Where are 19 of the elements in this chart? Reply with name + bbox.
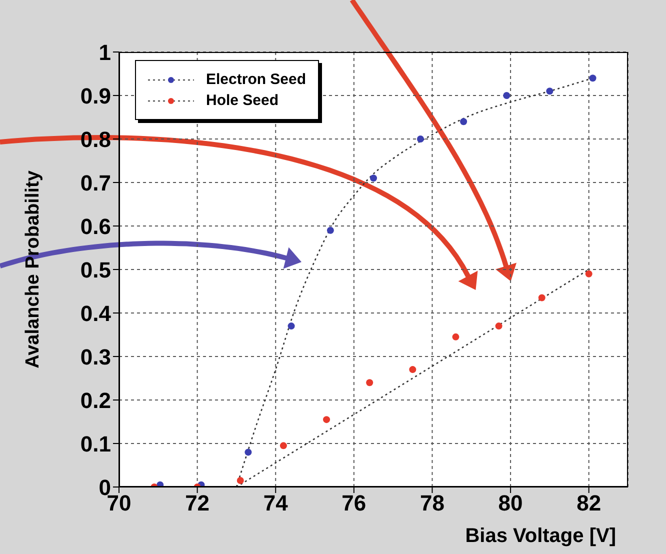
y-tick-label: 0.5 (80, 257, 111, 282)
x-tick-label: 78 (420, 490, 444, 516)
y-tick-label: 1 (98, 40, 111, 65)
legend-label: Hole Seed (206, 92, 279, 109)
y-tick-label: 0.2 (80, 388, 111, 413)
legend-label: Electron Seed (206, 71, 306, 88)
x-axis-title: Bias Voltage [V] (465, 525, 616, 547)
y-tick-label: 0.1 (80, 431, 111, 456)
y-tick-label: 0.3 (80, 344, 111, 370)
x-tick-label: 76 (342, 490, 366, 516)
x-tick-label: 74 (263, 490, 289, 516)
y-tick-label: 0.6 (80, 214, 111, 239)
x-tick-label: 80 (498, 490, 523, 516)
y-axis-title: Avalanche Probability (22, 170, 44, 368)
x-tick-label: 82 (576, 490, 602, 516)
x-tick-label: 72 (185, 490, 210, 516)
y-tick-label: 0.4 (80, 300, 112, 326)
y-tick-label: 0.9 (80, 83, 111, 108)
y-tick-label: 0.7 (80, 170, 111, 196)
